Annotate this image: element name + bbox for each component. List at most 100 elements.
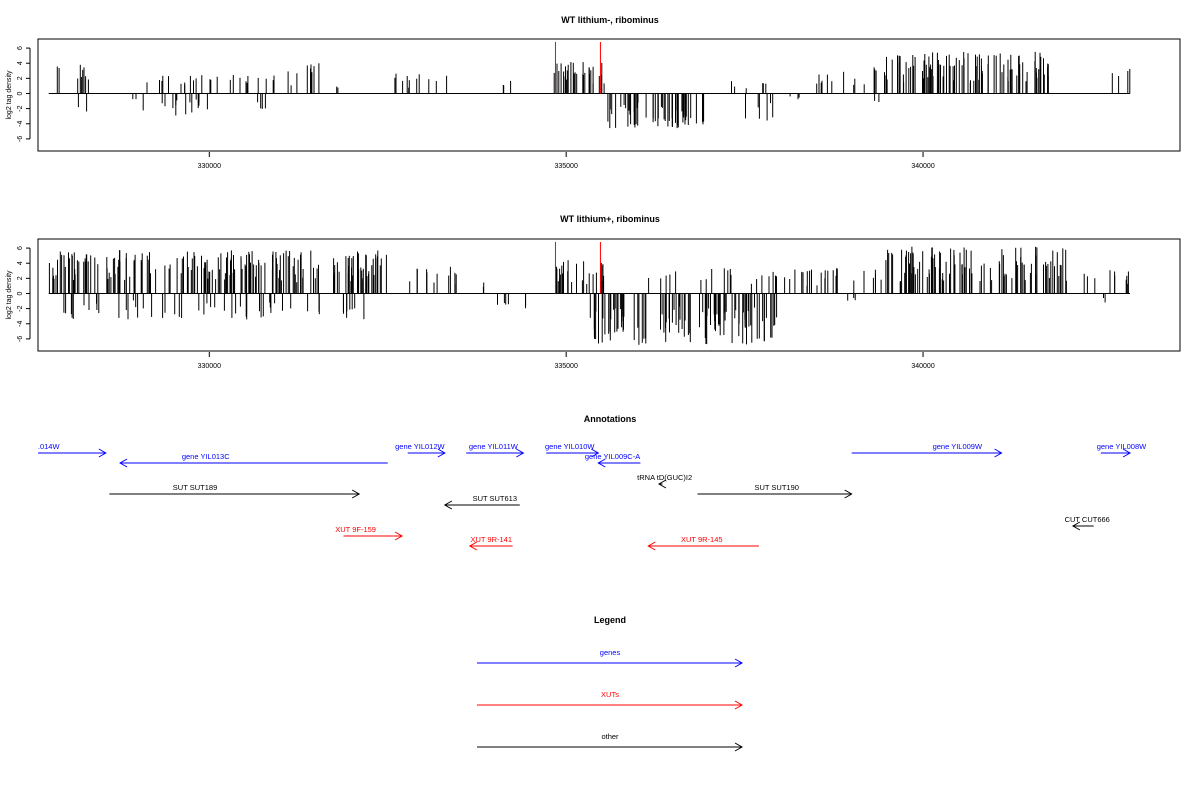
legend-label: genes [600,648,621,657]
feature-arrow-head [351,489,361,499]
feature-arrow-head [468,541,478,551]
y-tick-label: 4 [17,61,24,65]
feature-arrow-head [657,479,667,489]
feature-arrow-head [443,500,453,510]
legend-arrow-head [734,658,744,668]
y-tick-label: 6 [17,46,24,50]
legend-entries: genes XUTs other [477,648,744,752]
feature-label: XUT 9R-145 [681,535,723,544]
x-tick-label: 340000 [911,363,934,370]
y-tick-label: -4 [17,121,24,127]
y-axis: -6 -4 -2 0 2 4 6 [17,46,31,142]
annotations-track: Annotations .014W gene YIL013C gene YIL012… [38,414,1147,551]
feature-label: gene YIL012W [395,442,445,451]
feature-label: SUT SUT189 [173,483,217,492]
coverage-bars [48,246,1131,345]
feature-label: gene YIL008W [1097,442,1147,451]
coverage-panel-lithium-minus: WT lithium-, ribominus log2 tag density … [6,15,1181,170]
annotation-feature: gene YIL008W [1097,442,1147,458]
legend-title: Legend [594,615,626,625]
annotation-feature: gene YIL011W [466,442,525,458]
y-tick-label: 4 [17,261,24,265]
plot-frame [37,38,1181,152]
x-tick-label: 330000 [198,163,221,170]
y-tick-label: -2 [17,105,24,111]
legend-entry: other [477,732,744,752]
annotation-feature: XUT 9F-159 [335,525,404,541]
y-tick-label: -6 [17,336,24,342]
x-tick-label: 335000 [554,363,577,370]
annotation-feature: gene YIL012W [395,442,446,458]
feature-label: gene YIL013C [182,452,230,461]
legend-label: other [601,732,619,741]
feature-label: CUT CUT666 [1065,515,1110,524]
feature-label: .014W [38,442,61,451]
annotation-feature: tRNA tD(GUC)I2 [637,473,692,489]
annotation-feature: gene YIL009C-A [585,452,641,468]
annotation-feature: XUT 9R-145 [647,535,759,551]
y-tick-label: 2 [17,276,24,280]
x-axis: 330000 335000 340000 [198,152,935,170]
feature-label: XUT 9R-141 [470,535,512,544]
feature-arrow-head [98,448,107,458]
annotation-feature: SUT SUT189 [109,483,361,499]
feature-label: gene YIL009W [933,442,983,451]
annotation-feature: gene YIL013C [119,452,388,468]
feature-label: tRNA tD(GUC)I2 [637,473,692,482]
y-axis-label: log2 tag density [6,70,13,120]
feature-arrow-head [119,458,128,468]
feature-label: SUT SUT613 [473,494,517,503]
feature-label: gene YIL010W [545,442,595,451]
feature-arrow-head [597,458,606,468]
feature-arrow-head [437,448,446,458]
annotations-title: Annotations [584,414,637,424]
legend-arrow-head [734,700,744,710]
coverage-panel-lithium-plus: WT lithium+, ribominus log2 tag density … [6,214,1181,370]
y-tick-label: -6 [17,136,24,142]
panel-title: WT lithium-, ribominus [561,15,659,25]
feature-arrow-head [394,531,404,541]
x-tick-label: 330000 [198,363,221,370]
marker-lines [554,242,601,294]
y-tick-label: -2 [17,305,24,311]
legend: Legend genes XUTs other [477,615,744,752]
plot-frame [37,238,1181,352]
annotation-feature: gene YIL010W [545,442,600,458]
annotation-feature: CUT CUT666 [1065,515,1110,531]
annotation-feature: SUT SUT190 [697,483,853,499]
y-axis-label: log2 tag density [6,270,13,320]
feature-arrow-head [1122,448,1132,458]
legend-entry: XUTs [477,690,744,710]
feature-label: gene YIL009C-A [585,452,640,461]
x-tick-label: 340000 [911,163,934,170]
feature-arrow-head [844,489,853,499]
y-tick-label: 0 [17,291,24,295]
annotation-feature: gene YIL009W [851,442,1003,458]
panel-title: WT lithium+, ribominus [560,214,660,224]
legend-arrow-head [734,742,744,752]
annotation-features: .014W gene YIL013C gene YIL012W gene YIL011… [38,442,1147,551]
coverage-bars [48,51,1131,129]
x-axis: 330000 335000 340000 [198,352,935,370]
feature-label: SUT SUT190 [754,483,798,492]
legend-label: XUTs [601,690,619,699]
feature-arrow-head [994,448,1003,458]
feature-arrow-head [1071,521,1081,531]
annotation-feature: XUT 9R-141 [468,535,513,551]
feature-label: gene YIL011W [469,442,519,451]
y-tick-label: -4 [17,321,24,327]
annotation-feature: SUT SUT613 [443,494,520,510]
feature-arrow-head [591,448,600,458]
legend-entry: genes [477,648,744,668]
y-tick-label: 0 [17,91,24,95]
feature-arrow-head [647,541,656,551]
y-tick-label: 6 [17,246,24,250]
feature-label: XUT 9F-159 [335,525,376,534]
y-tick-label: 2 [17,76,24,80]
y-axis: -6 -4 -2 0 2 4 6 [17,246,31,342]
annotation-feature: .014W [38,442,107,458]
x-tick-label: 335000 [554,163,577,170]
feature-arrow-head [516,448,525,458]
marker-lines [554,42,601,94]
